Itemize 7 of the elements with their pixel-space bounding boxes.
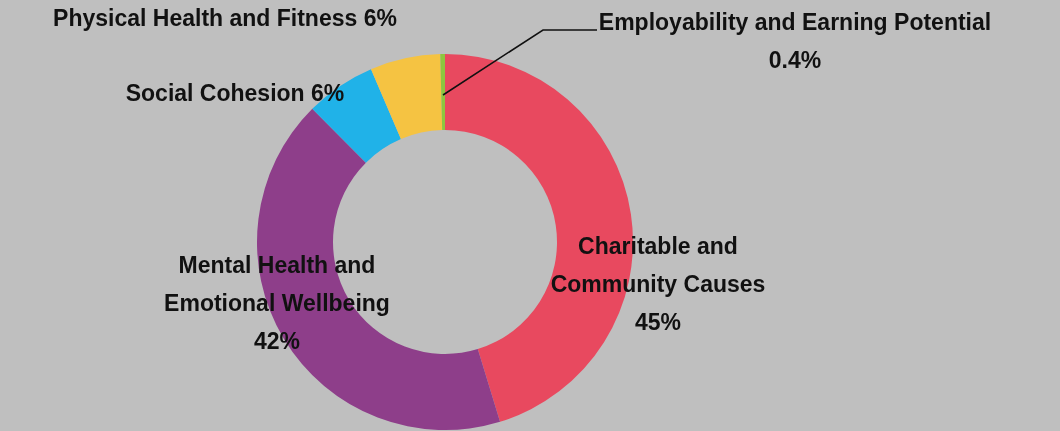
donut-slice (371, 54, 443, 140)
slice-label: Employability and Earning Potential (598, 9, 992, 35)
slice-label: Physical Health and Fitness 6% (53, 5, 397, 31)
donut-slice (440, 54, 445, 131)
data-label: 45% (634, 309, 682, 335)
data-label: 0.4% (768, 47, 822, 73)
donut-slice (312, 69, 401, 163)
